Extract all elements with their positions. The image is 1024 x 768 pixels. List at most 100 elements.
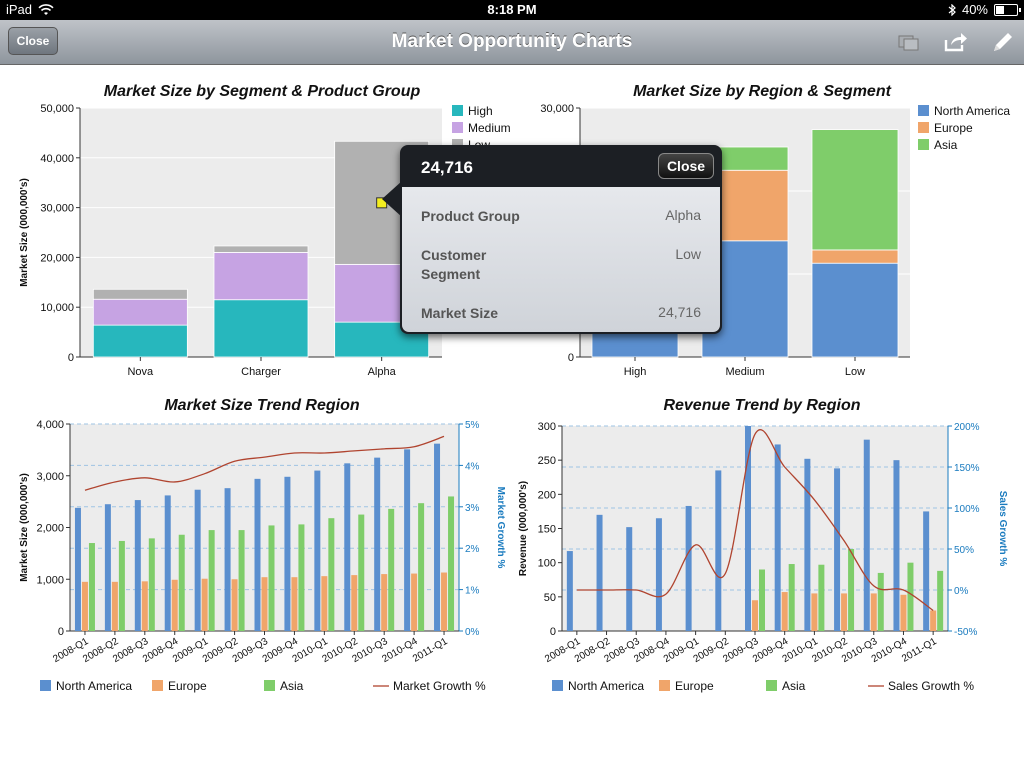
legend-swatch — [766, 680, 777, 691]
bar-2010-Q1-asia — [818, 564, 825, 631]
legend-label: Europe — [934, 121, 973, 135]
bar-2008-Q2-north-america — [104, 504, 111, 631]
battery-percent: 40% — [961, 2, 988, 17]
chart-title: Revenue Trend by Region — [663, 397, 860, 414]
legend-label: Europe — [168, 679, 207, 693]
bar-2009-Q1-north-america — [685, 505, 692, 631]
bar-2008-Q4-north-america — [655, 518, 662, 631]
popover-value: 24,716 — [421, 158, 473, 177]
y-axis-label: Revenue (000,000's) — [518, 481, 529, 576]
bar-2009-Q4-north-america — [774, 444, 781, 631]
bar-2009-Q2-asia — [238, 530, 245, 631]
legend-swatch — [452, 122, 463, 133]
bar-2008-Q3-asia — [148, 538, 155, 631]
growth-line — [84, 435, 445, 491]
chart-svg: Market Size by Region & Segment010,00020… — [540, 83, 1010, 378]
share-icon[interactable] — [942, 30, 968, 54]
legend-label: Medium — [468, 121, 511, 135]
y2-tick-label: 100% — [954, 504, 980, 515]
chart-market-size-trend: Market Size Trend Region 0 1,000 2,000 3,000… — [0, 385, 512, 705]
y-tick-label: 30,000 — [540, 103, 574, 115]
y-tick-label: 300 — [538, 421, 556, 433]
popover-key: Market Size — [421, 305, 499, 321]
bar-2008-Q3-europe — [141, 581, 148, 631]
y-tick-label: 0 — [68, 352, 74, 364]
y2-tick-label: 0% — [465, 627, 480, 638]
legend-label: Asia — [280, 679, 304, 693]
windows-icon[interactable] — [896, 30, 922, 54]
data-point-popover: 24,716 Close Product Group Alpha Custome… — [382, 145, 722, 334]
bar-2010-Q3-asia — [877, 572, 884, 631]
y-tick-label: 10,000 — [40, 302, 74, 314]
bar-nova-low — [92, 288, 188, 300]
legend-label: Sales Growth % — [888, 679, 974, 693]
y-tick-label: 3,000 — [36, 471, 64, 483]
y-tick-label: 250 — [538, 455, 556, 467]
bar-2009-Q1-europe — [201, 578, 208, 631]
bar-nova-high — [92, 324, 188, 358]
y-axis-label: Market Size (000,000's) — [19, 178, 30, 287]
bar-charger-high — [213, 299, 309, 358]
y2-tick-label: 2% — [465, 544, 480, 555]
bar-2010-Q3-north-america — [374, 457, 381, 631]
legend-swatch — [552, 680, 563, 691]
close-button[interactable]: Close — [8, 27, 58, 55]
bar-2010-Q1-europe — [811, 593, 818, 631]
bar-2009-Q2-north-america — [224, 488, 231, 631]
y-tick-label: 1,000 — [36, 574, 64, 586]
status-bar: iPad 8:18 PM 40% — [0, 0, 1024, 20]
bar-2010-Q3-asia — [388, 508, 395, 631]
bar-nova-medium — [92, 298, 188, 326]
bar-2010-Q3-europe — [870, 593, 877, 631]
x-tick-label: 2011-Q1 — [411, 636, 450, 665]
bluetooth-icon — [948, 3, 956, 16]
chart-title: Market Size Trend Region — [164, 397, 360, 414]
battery-icon — [994, 3, 1021, 16]
legend-label: Asia — [934, 138, 958, 152]
chart-title: Market Size by Region & Segment — [633, 83, 892, 100]
bar-2010-Q2-europe — [351, 575, 358, 631]
y-tick-label: 0 — [550, 626, 556, 638]
y-axis-label: Market Size (000,000's) — [19, 473, 30, 582]
bar-low-europe — [811, 249, 899, 264]
popover-close-button[interactable]: Close — [658, 153, 714, 179]
pencil-icon[interactable] — [990, 30, 1016, 54]
bar-2010-Q3-europe — [381, 574, 388, 631]
y-tick-label: 100 — [538, 558, 556, 570]
bar-2009-Q3-north-america — [254, 478, 261, 631]
bar-2010-Q2-asia — [358, 514, 365, 631]
page-title: Market Opportunity Charts — [391, 31, 633, 52]
bar-2008-Q2-north-america — [596, 514, 603, 631]
wifi-icon — [38, 3, 54, 15]
y-tick-label: 40,000 — [40, 153, 74, 165]
bar-2010-Q4-europe — [411, 573, 418, 631]
y-tick-label: 20,000 — [40, 252, 74, 264]
bar-2009-Q1-north-america — [194, 489, 201, 631]
x-tick-label: Nova — [127, 366, 154, 378]
navigation-bar: Close Market Opportunity Charts — [0, 20, 1024, 65]
status-time: 8:18 PM — [487, 2, 537, 17]
bar-2008-Q1-asia — [88, 543, 95, 631]
y-tick-label: 0 — [568, 352, 574, 364]
bar-2010-Q2-europe — [841, 593, 848, 631]
legend-label: Market Growth % — [393, 679, 486, 693]
bar-2010-Q3-north-america — [863, 439, 870, 631]
bar-2009-Q3-europe — [261, 577, 268, 631]
bar-2010-Q4-asia — [907, 562, 914, 631]
chart-svg: Market Size Trend Region 0 1,000 2,000 3,000… — [19, 397, 506, 693]
bar-2009-Q4-europe — [291, 577, 298, 631]
bar-2010-Q4-asia — [418, 503, 425, 631]
bar-2011-Q1-asia — [937, 570, 944, 631]
y-tick-label: 200 — [538, 489, 556, 501]
popover-key: Customer Segment — [421, 247, 487, 282]
legend-label: Europe — [675, 679, 714, 693]
y2-axis-label: Market Growth % — [495, 487, 506, 569]
y2-tick-label: 150% — [954, 463, 980, 474]
chart-revenue-trend: Revenue Trend by Region 0 50 100 150 200 250 30… — [512, 385, 1024, 705]
bar-2011-Q1-north-america — [434, 443, 441, 631]
bar-low-north-america — [811, 262, 899, 358]
popover-value-text: Low — [675, 246, 701, 262]
y-tick-label: 50 — [544, 592, 556, 604]
bar-2010-Q4-europe — [900, 594, 907, 631]
y2-tick-label: 0% — [954, 586, 969, 597]
